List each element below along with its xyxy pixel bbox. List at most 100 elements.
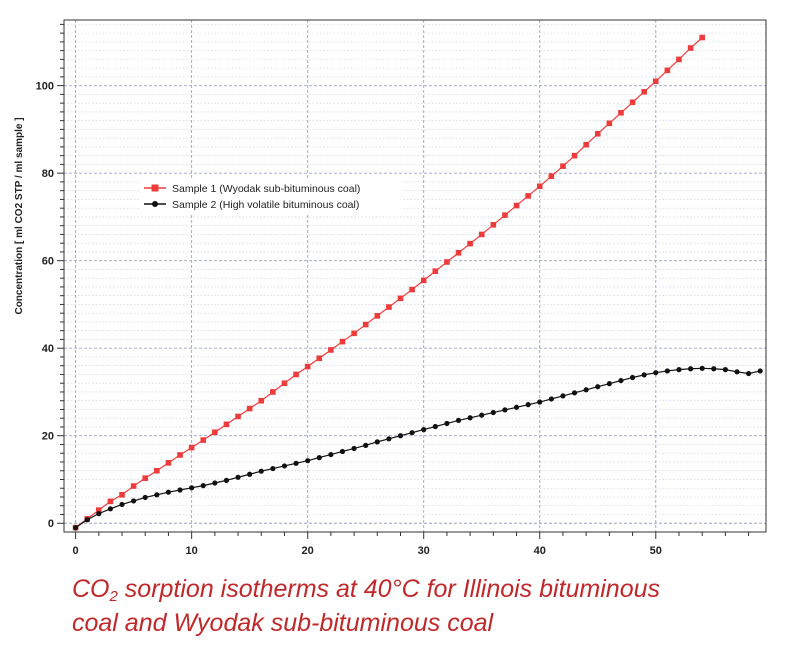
series-1-point <box>258 397 265 404</box>
series-2-point <box>258 468 264 474</box>
series-1-point <box>699 34 705 41</box>
series-1 <box>72 34 705 531</box>
series-1-point <box>165 460 172 466</box>
series-1-point <box>618 109 624 116</box>
series-2-point <box>316 455 322 461</box>
series-2-point <box>525 402 531 408</box>
series-1-point <box>502 212 508 218</box>
series-2-point <box>595 384 601 390</box>
series-2-point <box>177 487 183 493</box>
series-2-point <box>467 415 473 421</box>
series-1-point <box>246 405 253 412</box>
caption-co: CO <box>72 575 110 603</box>
caption-subscript: 2 <box>109 588 118 605</box>
series-2 <box>73 365 763 531</box>
series-2-point <box>119 501 125 508</box>
series-2-point <box>664 368 670 374</box>
series-1-point <box>536 183 543 190</box>
series-2-point <box>293 460 299 466</box>
x-tick-label: 40 <box>534 545 546 557</box>
series-1-point <box>676 56 682 63</box>
series-1-point <box>641 88 647 95</box>
series-2-point <box>490 409 496 416</box>
series-2-point <box>131 498 137 504</box>
series-2-point <box>200 483 206 489</box>
x-tick-label: 50 <box>650 545 662 557</box>
series-1-point <box>606 120 613 127</box>
series-1-point <box>130 483 137 489</box>
series-1-point <box>362 321 369 328</box>
series-2-point <box>142 494 148 501</box>
series-2-point <box>548 396 554 402</box>
series-2-point <box>583 387 589 393</box>
legend-series-2-label: Sample 2 (High volatile bituminous coal) <box>172 199 359 211</box>
series-1-point <box>374 313 381 319</box>
series-2-point <box>351 445 357 452</box>
series-1-point <box>548 173 555 180</box>
chart-axes: 0 20 40 60 80 100 0 10 20 30 40 50 <box>36 23 750 557</box>
series-2-point <box>386 436 392 442</box>
co2-sorption-chart: 0 20 40 60 80 100 0 10 20 30 40 50 Concentration [ … <box>14 19 767 557</box>
series-1-point <box>420 277 427 284</box>
x-tick-label: 30 <box>418 545 430 557</box>
series-1-point <box>397 295 404 302</box>
series-2-point <box>629 374 636 381</box>
series-1-point <box>525 193 531 199</box>
series-1-point <box>212 429 218 436</box>
series-1-point <box>339 338 346 345</box>
series-2-point <box>363 442 369 448</box>
series-2-point <box>571 390 578 396</box>
series-2-point <box>189 485 195 491</box>
legend-box <box>140 178 402 214</box>
series-2-point <box>455 417 462 424</box>
series-2-point <box>734 369 740 375</box>
series-2-point <box>96 511 102 517</box>
series-2-point <box>154 492 160 498</box>
chart-grid <box>64 20 766 532</box>
series-2-point <box>676 367 682 373</box>
series-1-point <box>444 259 450 265</box>
series-2-point <box>606 381 612 387</box>
series-1-point <box>583 141 589 148</box>
x-tick-label: 10 <box>186 545 198 557</box>
series-1-point <box>188 444 195 451</box>
figure-caption: CO2 sorption isotherms at 40°C for Illin… <box>72 572 792 640</box>
series-1-point <box>304 363 311 370</box>
series-1-point <box>223 421 230 428</box>
series-2-point <box>305 458 311 464</box>
caption-line-1-rest: sorption isotherms at 40°C for Illinois … <box>117 575 661 603</box>
series-1-point <box>594 130 601 137</box>
series-2-point <box>73 525 79 531</box>
series-2-point <box>618 377 624 384</box>
series-2-point <box>281 463 288 469</box>
series-1-point <box>409 286 415 293</box>
series-1-point <box>490 222 497 228</box>
series-2-point <box>502 407 508 413</box>
series-2-point <box>270 465 276 472</box>
series-2-point <box>421 427 427 433</box>
series-2-point <box>397 433 404 439</box>
series-2-point <box>745 370 752 377</box>
series-1-point <box>513 202 520 209</box>
series-2-point <box>513 404 520 410</box>
series-1-point <box>281 380 288 387</box>
x-tick-label: 20 <box>302 545 314 557</box>
y-tick-label: 60 <box>42 256 54 268</box>
series-2-point <box>339 448 346 455</box>
y-tick-label: 40 <box>42 343 54 355</box>
series-1-point <box>478 231 485 238</box>
series-2-point <box>699 365 705 371</box>
series-1-point <box>316 355 323 362</box>
legend-series-2-circle-marker <box>152 201 158 207</box>
y-tick-label: 100 <box>36 81 54 93</box>
series-2-point <box>107 506 114 512</box>
series-1-point <box>177 452 183 458</box>
series-2-point <box>432 423 438 430</box>
series-2-point <box>560 393 566 399</box>
series-1-point <box>664 67 671 74</box>
series-1-point <box>560 163 566 169</box>
y-tick-label: 20 <box>42 431 54 443</box>
series-1-line <box>75 37 703 529</box>
series-2-point <box>165 489 172 495</box>
series-2-point <box>409 430 415 436</box>
